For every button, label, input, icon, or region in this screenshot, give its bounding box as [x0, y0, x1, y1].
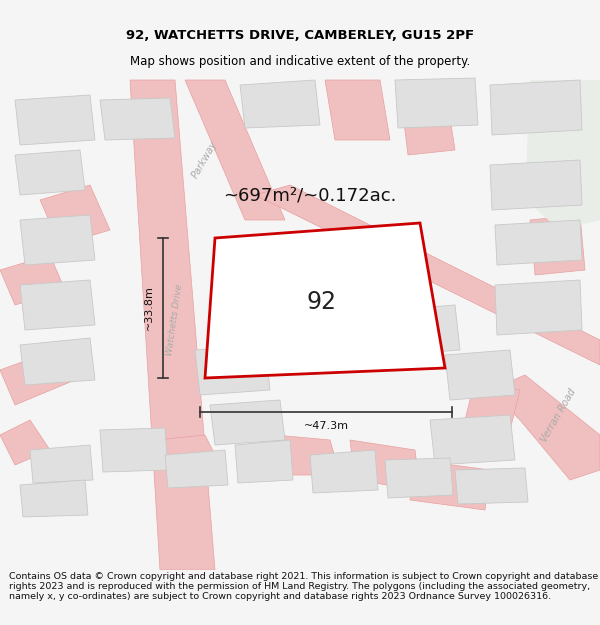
- Polygon shape: [465, 380, 520, 430]
- Polygon shape: [495, 280, 582, 335]
- Polygon shape: [15, 150, 85, 195]
- Polygon shape: [325, 80, 390, 140]
- Polygon shape: [430, 415, 515, 465]
- Polygon shape: [400, 85, 455, 155]
- Polygon shape: [0, 350, 75, 405]
- Polygon shape: [235, 440, 293, 483]
- Polygon shape: [310, 450, 378, 493]
- Polygon shape: [445, 350, 515, 400]
- Polygon shape: [40, 185, 110, 245]
- Polygon shape: [20, 338, 95, 385]
- Text: Verran Road: Verran Road: [539, 386, 577, 444]
- Polygon shape: [385, 458, 453, 498]
- Polygon shape: [0, 255, 65, 305]
- Polygon shape: [210, 400, 285, 445]
- Polygon shape: [275, 435, 340, 475]
- Polygon shape: [20, 480, 88, 517]
- Text: Map shows position and indicative extent of the property.: Map shows position and indicative extent…: [130, 55, 470, 68]
- Polygon shape: [20, 215, 95, 265]
- Text: Parkway: Parkway: [190, 139, 220, 181]
- Text: ~697m²/~0.172ac.: ~697m²/~0.172ac.: [223, 186, 397, 204]
- Polygon shape: [240, 80, 320, 128]
- Text: 92: 92: [306, 290, 336, 314]
- Text: ~33.8m: ~33.8m: [144, 286, 154, 331]
- Text: Contains OS data © Crown copyright and database right 2021. This information is : Contains OS data © Crown copyright and d…: [9, 572, 598, 601]
- Polygon shape: [410, 460, 490, 510]
- Polygon shape: [395, 78, 478, 128]
- Polygon shape: [490, 160, 582, 210]
- Text: Watchetts Drive: Watchetts Drive: [166, 284, 184, 356]
- Polygon shape: [390, 305, 460, 355]
- Polygon shape: [255, 185, 600, 365]
- Polygon shape: [30, 445, 93, 483]
- Polygon shape: [350, 440, 420, 490]
- Polygon shape: [185, 80, 285, 220]
- Polygon shape: [195, 345, 270, 395]
- Text: ~47.3m: ~47.3m: [304, 421, 349, 431]
- Polygon shape: [165, 450, 228, 488]
- Polygon shape: [100, 98, 175, 140]
- Polygon shape: [490, 80, 582, 135]
- Polygon shape: [20, 280, 95, 330]
- Polygon shape: [155, 435, 225, 485]
- Polygon shape: [490, 375, 600, 480]
- Polygon shape: [455, 468, 528, 504]
- Text: 92, WATCHETTS DRIVE, CAMBERLEY, GU15 2PF: 92, WATCHETTS DRIVE, CAMBERLEY, GU15 2PF: [126, 29, 474, 42]
- Polygon shape: [15, 95, 95, 145]
- Polygon shape: [495, 220, 582, 265]
- Text: Verran Road: Verran Road: [340, 248, 401, 268]
- Polygon shape: [130, 80, 215, 570]
- Polygon shape: [100, 428, 168, 472]
- Polygon shape: [530, 215, 585, 275]
- Polygon shape: [205, 223, 445, 378]
- Polygon shape: [525, 80, 600, 230]
- Polygon shape: [0, 420, 50, 465]
